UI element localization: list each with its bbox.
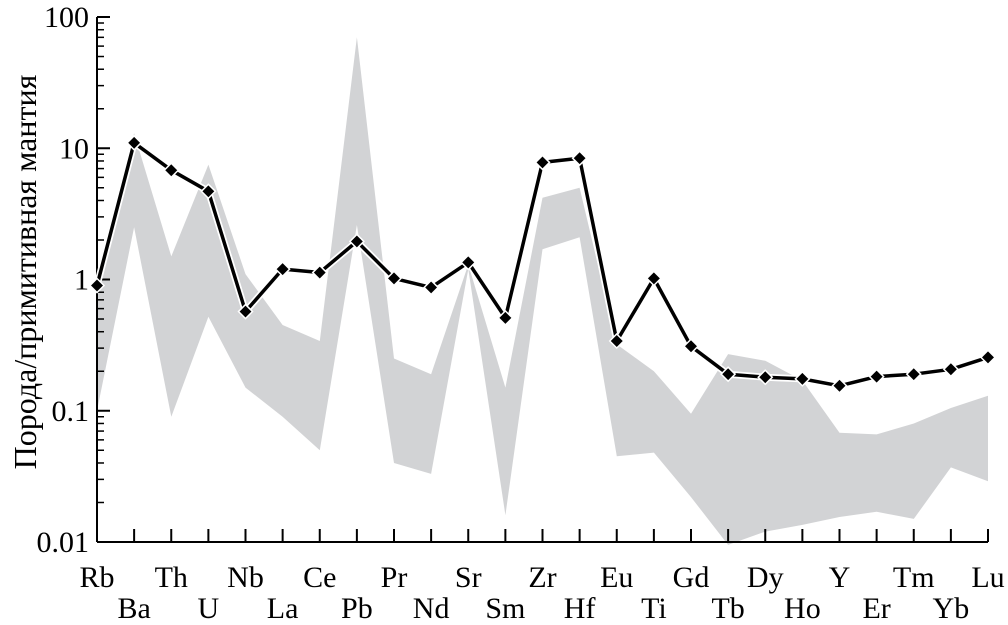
x-tick-label-y: Y — [829, 561, 851, 594]
data-point-th — [163, 162, 180, 179]
x-tick-label-pr: Pr — [381, 561, 408, 594]
data-point-ce — [311, 264, 328, 281]
x-tick-label-hf: Hf — [564, 592, 596, 625]
x-tick-label-rb: Rb — [79, 561, 114, 594]
y-tick-label: 0.01 — [37, 526, 90, 559]
data-point-ho — [794, 370, 811, 387]
x-tick-label-er: Er — [862, 592, 890, 625]
data-point-yb — [942, 361, 959, 378]
x-tick-label-ti: Ti — [641, 592, 667, 625]
data-point-ba — [126, 134, 143, 151]
data-point-gd — [682, 338, 700, 355]
series-layer — [88, 134, 997, 394]
y-axis-title: Порода/примитивная мантия — [7, 74, 43, 469]
x-tick-label-lu: Lu — [971, 561, 1004, 594]
x-tick-label-dy: Dy — [747, 561, 784, 594]
data-point-ti — [645, 270, 662, 287]
y-tick-label: 100 — [44, 1, 89, 34]
range-band-layer — [97, 37, 988, 545]
data-point-nd — [423, 279, 440, 296]
data-point-hf — [571, 150, 588, 167]
data-point-sr — [460, 254, 477, 271]
range-band — [97, 37, 988, 545]
x-tick-label-pb: Pb — [341, 592, 373, 625]
x-tick-label-nb: Nb — [227, 561, 264, 594]
x-tick-label-sm: Sm — [485, 592, 525, 625]
x-tick-label-la: La — [267, 592, 299, 625]
x-tick-label-ba: Ba — [117, 592, 150, 625]
data-point-rb — [88, 277, 106, 294]
data-point-dy — [757, 369, 774, 386]
data-point-y — [831, 377, 848, 394]
y-tick-labels: 100 10 1 0.1 0.01 — [37, 1, 90, 559]
data-point-lu — [979, 349, 997, 366]
y-tick-label: 0.1 — [52, 395, 90, 428]
x-tick-label-eu: Eu — [600, 561, 633, 594]
data-point-la — [274, 261, 291, 278]
x-tick-label-ce: Ce — [303, 561, 336, 594]
x-tick-label-nd: Nd — [413, 592, 450, 625]
x-tick-label-gd: Gd — [673, 561, 710, 594]
data-point-tm — [905, 366, 922, 383]
x-tick-label-sr: Sr — [455, 561, 482, 594]
y-tick-label: 10 — [59, 132, 89, 165]
x-tick-label-tm: Tm — [893, 561, 935, 594]
x-tick-label-ho: Ho — [784, 592, 821, 625]
data-point-pb — [348, 233, 365, 250]
data-point-pr — [385, 270, 403, 287]
data-point-u — [200, 183, 217, 200]
x-tick-label-yb: Yb — [933, 592, 970, 625]
data-point-zr — [534, 154, 551, 171]
x-tick-label-tb: Tb — [711, 592, 744, 625]
y-tick-label: 1 — [74, 264, 89, 297]
data-point-er — [868, 368, 885, 385]
x-tick-label-u: U — [198, 592, 220, 625]
data-point-nb — [237, 303, 254, 320]
x-tick-label-zr: Zr — [528, 561, 556, 594]
data-point-eu — [608, 332, 625, 350]
x-tick-labels: RbBaThUNbLaCePbPrNdSrSmZrHfEuTiGdTbDyHoY… — [79, 561, 1004, 625]
data-point-tb — [720, 366, 737, 383]
data-point-sm — [497, 309, 514, 326]
x-tick-label-th: Th — [155, 561, 188, 594]
